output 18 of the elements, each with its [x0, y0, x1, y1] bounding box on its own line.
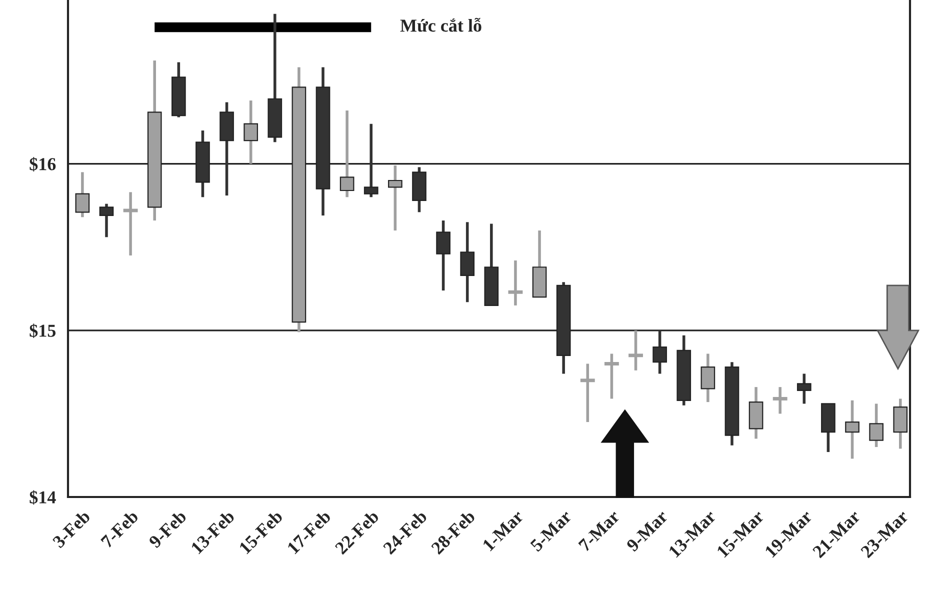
candlestick [604, 352, 619, 400]
candlestick [123, 190, 138, 257]
series-label: Mức cắt lỗ [400, 18, 482, 32]
candlestick [580, 362, 595, 424]
y-tick-label: $14 [30, 490, 56, 505]
candlestick [700, 352, 716, 404]
y-tick-label: $16 [30, 157, 56, 172]
candlestick [436, 219, 450, 292]
candlestick [99, 202, 114, 239]
candlestick [75, 170, 90, 219]
candlestick [508, 259, 523, 307]
candlestick [796, 372, 812, 406]
candlestick [460, 220, 475, 304]
candlestick [628, 329, 643, 372]
candlestick [845, 398, 860, 460]
candlestick [772, 386, 788, 416]
y-tick-label: $15 [30, 324, 56, 338]
candlestick [869, 402, 884, 448]
